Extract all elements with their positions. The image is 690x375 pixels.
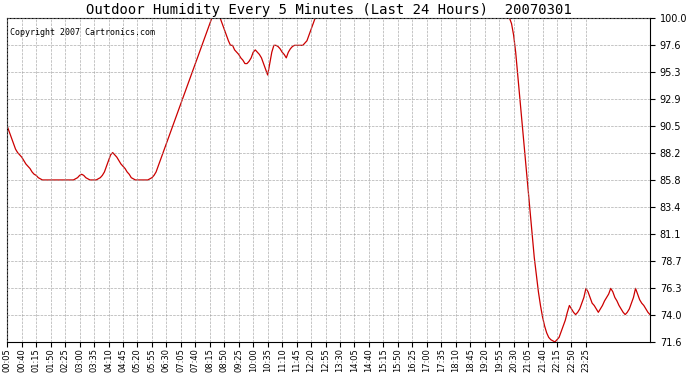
Title: Outdoor Humidity Every 5 Minutes (Last 24 Hours)  20070301: Outdoor Humidity Every 5 Minutes (Last 2… [86,3,571,17]
Text: Copyright 2007 Cartronics.com: Copyright 2007 Cartronics.com [10,28,155,37]
